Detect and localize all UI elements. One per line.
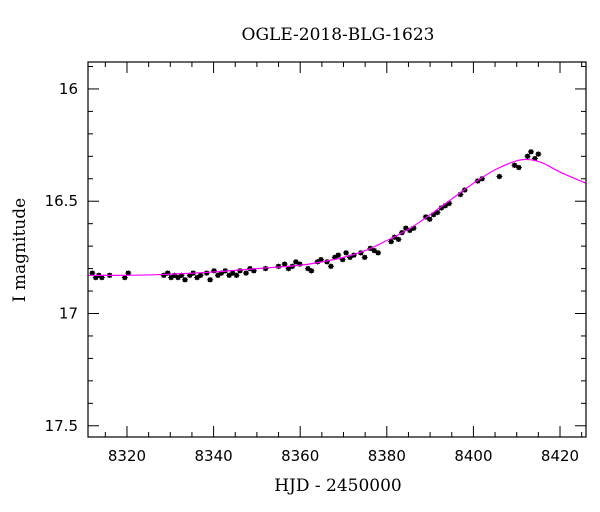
data-point [361,254,368,261]
data-point [395,236,402,243]
model-curve [88,158,586,277]
data-point [236,268,243,274]
data-point [175,274,182,281]
data-point [426,216,433,222]
plot-frame [87,61,587,438]
data-point [160,272,167,279]
data-point [371,247,378,254]
data-point [211,268,218,274]
axis-ticks [88,62,586,437]
data-point [214,272,221,279]
x-tick-label: 8400 [454,447,492,465]
y-tick-label: 16 [59,80,78,98]
x-tick-label: 8380 [368,447,406,465]
data-point [226,272,233,279]
data-point [535,151,542,157]
data-point [434,209,441,216]
y-tick-label: 17 [59,304,78,322]
x-tick-label: 8340 [194,447,232,465]
data-point [229,270,236,276]
chart-title: OGLE-2018-BLG-1623 [242,25,435,45]
data-point [446,200,453,207]
data-point [296,261,303,267]
data-point [388,238,395,245]
data-point [233,272,240,279]
x-axis-label: HJD - 2450000 [274,476,402,496]
data-point [528,149,535,155]
y-tick-label: 17.5 [45,417,78,435]
data-point [194,274,201,281]
data-point [524,153,531,160]
data-point [327,263,334,270]
x-tick-label: 8320 [108,447,146,465]
y-tick-label: 16.5 [45,192,78,210]
data-point [168,274,175,281]
x-tick-label: 8420 [541,447,579,465]
data-point [292,259,299,265]
data-point [197,272,204,279]
data-point [375,250,382,256]
data-point [207,277,214,283]
data-point [496,173,503,180]
data-point [304,265,311,272]
data-point [243,270,250,276]
data-point [335,252,342,258]
data-point [281,261,288,267]
data-point [308,268,315,274]
data-point [402,225,409,231]
tick-labels: 8320 8340 8360 8380 8400 8420 16 16.5 17 17.5 [45,80,580,465]
data-point [511,162,518,168]
x-tick-label: 8360 [281,447,319,465]
y-axis-label: I magnitude [10,198,30,302]
data-point [515,164,522,171]
data-point [182,277,189,283]
data-point [343,250,350,256]
